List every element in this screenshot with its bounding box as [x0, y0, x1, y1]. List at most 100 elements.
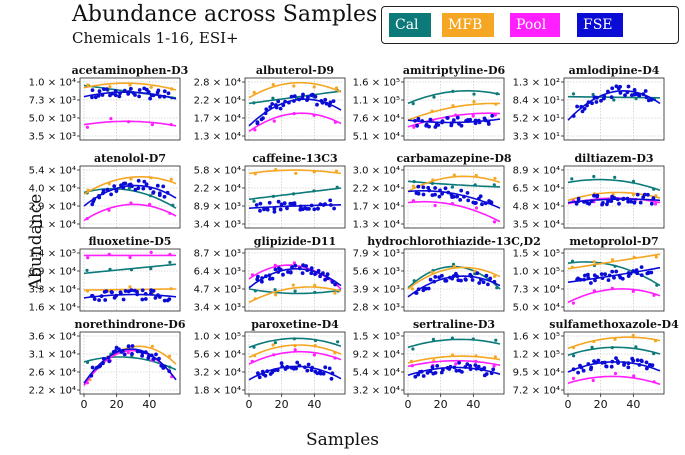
data-point-fse	[490, 113, 495, 118]
data-point-mfb	[107, 182, 111, 186]
data-point-fse	[463, 365, 468, 369]
panel-frame	[244, 165, 346, 229]
y-tick-label: 1.6 × 10⁵	[353, 78, 400, 89]
data-point-fse	[649, 201, 654, 206]
data-point-fse	[167, 369, 172, 374]
data-point-fse	[428, 117, 433, 122]
data-point-fse	[575, 104, 579, 109]
figure-subtitle: Chemicals 1-16, ESI+	[72, 29, 239, 47]
data-point-fse	[328, 198, 333, 203]
data-point-fse	[113, 89, 118, 93]
data-point-fse	[603, 272, 607, 277]
data-point-fse	[292, 201, 297, 206]
data-point-mfb	[451, 104, 455, 108]
data-point-fse	[257, 375, 262, 380]
data-point-mfb	[452, 173, 456, 177]
panel-title: metoprolol-D7	[569, 235, 658, 248]
data-point-fse	[440, 191, 444, 196]
data-point-fse	[324, 101, 329, 106]
data-point-pool	[250, 273, 254, 277]
data-point-cal	[570, 177, 574, 181]
data-point-fse	[105, 187, 110, 192]
data-point-mfb	[253, 297, 257, 301]
y-tick-label: 8.4 × 10¹	[513, 96, 560, 107]
data-point-cal	[149, 267, 153, 271]
data-point-fse	[582, 106, 587, 111]
data-point-fse	[626, 84, 631, 89]
data-point-fse	[631, 358, 636, 363]
data-point-cal	[655, 283, 659, 287]
data-point-fse	[258, 201, 263, 206]
data-point-pool	[471, 114, 475, 118]
data-point-fse	[469, 274, 474, 279]
data-point-fse	[304, 264, 308, 268]
y-tick-label: 6.5 × 10⁴	[513, 184, 560, 195]
y-tick-label: 1.1 × 10⁵	[353, 96, 400, 107]
data-point-fse	[98, 363, 103, 368]
data-point-cal	[652, 187, 656, 191]
data-point-mfb	[631, 333, 635, 338]
data-point-fse	[595, 95, 599, 100]
y-tick-label: 7.3 × 10⁴	[513, 285, 560, 296]
data-point-mfb	[411, 184, 415, 188]
data-point-fse	[149, 291, 153, 296]
data-point-fse	[479, 367, 484, 372]
y-tick-label: 3.0 × 10⁴	[353, 166, 400, 177]
data-point-fse	[437, 275, 441, 280]
data-point-fse	[273, 267, 278, 272]
y-tick-label: 2.8 × 10⁴	[194, 78, 241, 89]
y-tick-label: 1.3 × 10⁴	[353, 220, 400, 231]
data-point-fse	[448, 364, 453, 369]
data-point-cal	[252, 345, 256, 349]
y-tick-label: 6.9 × 10⁴	[29, 267, 76, 278]
data-point-fse	[315, 102, 319, 107]
data-point-fse	[264, 274, 268, 279]
data-point-fse	[632, 88, 637, 92]
legend-cal: Cal	[389, 13, 431, 37]
y-tick-label: 1.0 × 10⁵	[513, 267, 560, 278]
data-point-fse	[272, 368, 277, 373]
data-point-fse	[327, 366, 332, 371]
data-point-fse	[154, 352, 158, 357]
panel-title: hydrochlorothiazide-13C,D2	[367, 235, 541, 248]
data-point-fse	[157, 295, 162, 299]
data-point-fse	[462, 194, 466, 199]
data-point-cal	[450, 336, 454, 340]
data-point-fse	[90, 365, 95, 370]
x-tick-label: 20	[275, 398, 289, 411]
data-point-fse	[458, 198, 463, 202]
data-point-fse	[634, 268, 639, 273]
panel-fluoxetine-D5: 1.4 × 10⁵ 6.9 × 10⁴ 3.3 × 10⁴ 1.6 × 10⁴ fluo…	[29, 235, 181, 314]
data-point-fse	[285, 365, 290, 370]
data-point-cal	[149, 194, 153, 198]
fit-line-pool	[83, 203, 177, 222]
fit-line-mfb	[83, 176, 177, 195]
data-point-cal	[591, 92, 595, 97]
data-point-fse	[445, 116, 450, 120]
panel-norethindrone-D6: 3.6 × 10⁴ 3.1 × 10⁴ 2.6 × 10⁴ 2.2 × 10⁴ nore…	[29, 318, 186, 411]
data-point-cal	[313, 338, 318, 343]
data-point-fse	[281, 103, 286, 108]
y-tick-label: 3.9 × 10³	[353, 285, 400, 296]
data-point-fse	[621, 196, 626, 201]
data-point-cal	[336, 340, 340, 344]
panel-frame	[79, 331, 181, 395]
data-point-pool	[149, 250, 153, 254]
data-point-mfb	[613, 337, 617, 341]
data-point-fse	[425, 371, 430, 375]
data-point-fse	[297, 97, 301, 102]
fit-line-fse	[248, 268, 342, 289]
y-tick-label: 9.2 × 10⁴	[353, 350, 400, 361]
figure-title: Abundance across Samples	[72, 2, 378, 27]
data-point-mfb	[169, 177, 173, 181]
data-point-pool	[127, 120, 131, 124]
data-point-pool	[85, 217, 89, 221]
data-point-mfb	[610, 258, 615, 262]
data-point-fse	[486, 282, 490, 287]
data-point-fse	[323, 97, 328, 102]
data-point-cal	[168, 260, 172, 264]
data-point-cal	[432, 95, 436, 99]
panel-paroxetine-D4: 1.0 × 10⁵ 5.6 × 10⁴ 3.2 × 10⁴ 1.8 × 10⁴ paro…	[194, 318, 346, 411]
data-point-mfb	[474, 173, 478, 178]
data-point-fse	[473, 121, 478, 126]
